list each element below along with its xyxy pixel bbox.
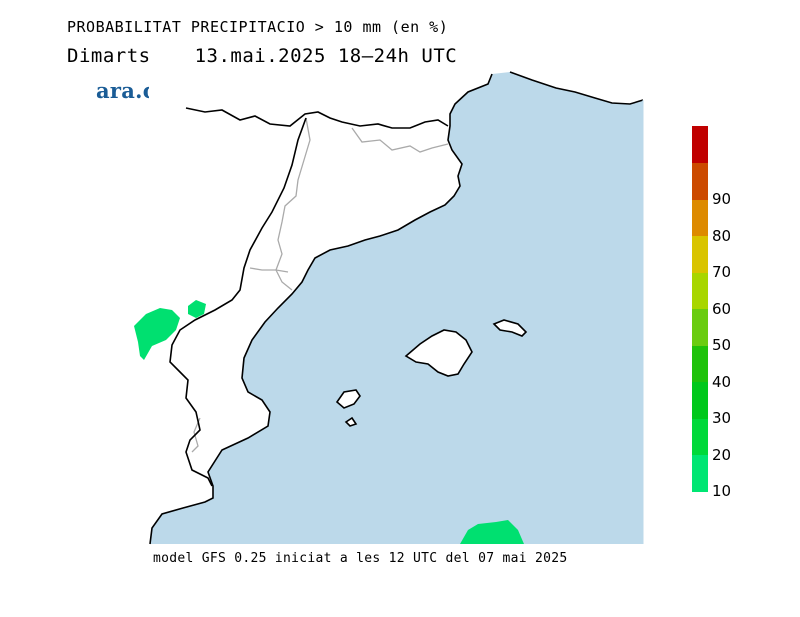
coastline-east [509, 71, 644, 105]
region-border-south [191, 417, 201, 453]
legend-swatch [692, 235, 708, 273]
legend-label: 90 [712, 190, 732, 208]
western-border [169, 117, 307, 487]
legend-label: 40 [712, 372, 732, 391]
legend-swatch [692, 418, 708, 455]
legend-label: 60 [712, 299, 732, 318]
precip-area-south [460, 520, 524, 544]
precip-area-west [134, 308, 180, 360]
legend-swatch [692, 454, 708, 492]
legend-swatch [692, 308, 708, 346]
pyrenees-border [185, 107, 449, 129]
island-mallorca [404, 329, 473, 377]
island-formentera [344, 416, 358, 427]
color-legend: 10 20 30 40 50 60 70 80 90 [692, 126, 782, 500]
model-info-footer: model GFS 0.25 iniciat a les 12 UTC del … [153, 551, 568, 566]
region-border-valencia [249, 267, 289, 273]
legend-swatch [692, 381, 708, 419]
forecast-day: Dimarts [67, 45, 151, 67]
map-title: PROBABILITAT PRECIPITACIO > 10 mm (en %) [67, 18, 449, 36]
legend-label: 10 [712, 482, 732, 500]
legend-label: 20 [712, 445, 732, 464]
sea-area [150, 72, 643, 544]
legend-label: 70 [712, 263, 732, 281]
region-border-andorra [351, 127, 449, 153]
legend-swatch [692, 272, 708, 309]
legend-swatch [692, 162, 708, 200]
legend-swatch [692, 126, 708, 163]
region-border-catalonia [275, 117, 311, 291]
legend-label: 80 [712, 226, 732, 245]
legend-label: 50 [712, 336, 732, 354]
legend-label: 30 [712, 409, 732, 427]
legend-swatch [692, 345, 708, 382]
coastline [149, 73, 493, 545]
island-eivissa [335, 389, 361, 409]
precip-area-west-small [188, 300, 206, 318]
legend-swatch [692, 199, 708, 236]
forecast-date-range: 13.mai.2025 18–24h UTC [194, 45, 458, 67]
island-menorca [492, 319, 528, 337]
map-subtitle: Dimarts 13.mai.2025 18–24h UTC [67, 45, 457, 67]
